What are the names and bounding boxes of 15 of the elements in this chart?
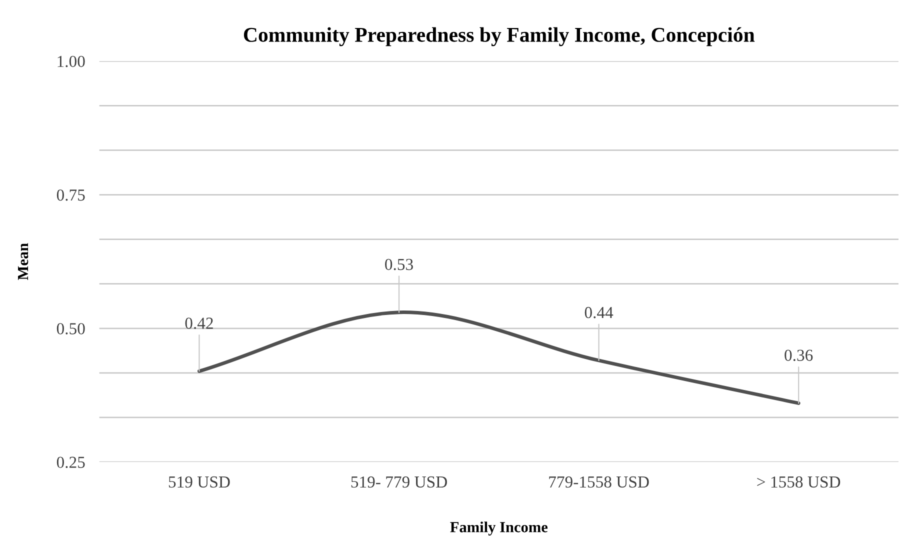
data-label: 0.42 <box>185 318 213 329</box>
y-axis-title: Mean <box>18 243 28 280</box>
x-axis-title: Family Income <box>450 522 548 536</box>
y-tick-label: 0.75 <box>56 189 85 201</box>
x-tick-label: > 1558 USD <box>757 476 840 488</box>
chart-title: Community Preparedness by Family Income, Concepción <box>244 27 755 46</box>
data-label: 0.44 <box>584 306 614 318</box>
y-tick-label: 0.50 <box>56 323 85 334</box>
x-tick-label: 779-1558 USD <box>549 476 649 488</box>
data-label: 0.36 <box>784 350 813 362</box>
y-tick-label: 1.00 <box>58 56 85 68</box>
data-label: 0.53 <box>385 258 413 270</box>
x-tick-label: 519- 779 USD <box>351 476 447 488</box>
y-tick-label: 0.25 <box>56 456 85 468</box>
x-tick-label: 519 USD <box>168 476 230 488</box>
